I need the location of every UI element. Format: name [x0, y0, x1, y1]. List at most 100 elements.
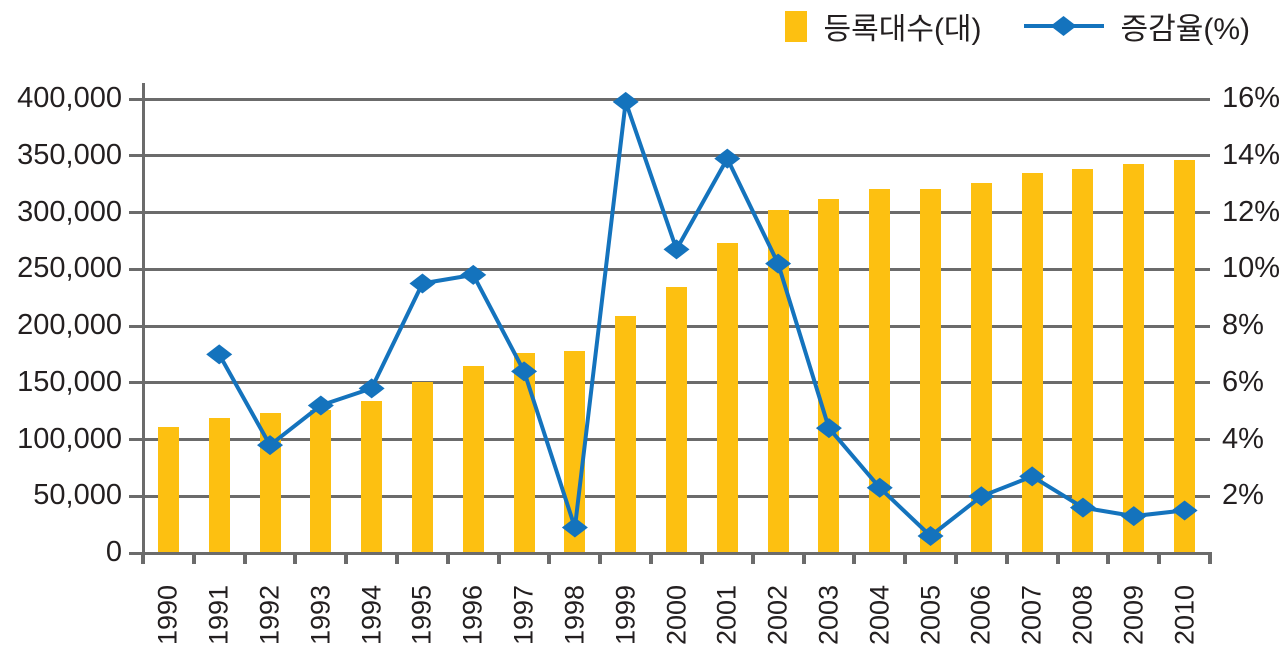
gridline — [143, 267, 1210, 271]
y-axis-tick — [129, 551, 142, 555]
x-axis-tick — [1004, 553, 1009, 564]
x-axis-tick — [1208, 553, 1212, 564]
right-axis-label: 14% — [1222, 138, 1281, 171]
x-axis-label-1998: 1998 — [559, 584, 590, 646]
x-axis-tick — [649, 553, 654, 564]
x-axis-tick — [801, 553, 806, 564]
y-axis-tick — [129, 211, 142, 214]
x-axis-tick — [598, 553, 603, 564]
bar-2000 — [666, 287, 687, 553]
right-axis-label: 16% — [1222, 82, 1281, 114]
y-axis-tick — [129, 438, 142, 441]
bar-2001 — [716, 243, 738, 553]
right-axis-label: 12% — [1222, 195, 1281, 228]
x-axis-tick — [191, 553, 196, 564]
y-axis-tick — [129, 97, 142, 101]
y-axis-label: 150,000 — [17, 365, 122, 398]
legend-label-bar-series: 등록대수(대) — [823, 13, 982, 46]
right-axis-label: 8% — [1222, 309, 1264, 341]
bar-2005 — [920, 188, 942, 553]
bar-1990 — [157, 427, 179, 553]
bar-2007 — [1021, 172, 1043, 553]
diamond-marker-icon — [663, 239, 690, 260]
x-axis-tick — [395, 553, 400, 564]
y-axis-tick — [129, 324, 142, 328]
right-axis-label: 2% — [1222, 479, 1264, 512]
x-axis-line — [141, 551, 1212, 555]
y-axis-label: 350,000 — [17, 138, 122, 171]
bar-1995 — [411, 381, 433, 553]
x-axis-label-1993: 1993 — [305, 584, 336, 646]
x-axis-label-2001: 2001 — [711, 584, 742, 646]
x-axis-label-2008: 2008 — [1067, 584, 1098, 646]
y-axis-label: 200,000 — [17, 309, 122, 341]
right-axis-label: 4% — [1222, 422, 1264, 455]
diamond-marker-icon — [612, 91, 639, 112]
x-axis-tick — [1106, 553, 1111, 564]
x-axis-tick — [953, 553, 958, 564]
y-axis-tick — [129, 381, 142, 385]
x-axis-label-2006: 2006 — [965, 584, 996, 646]
bar-1991 — [208, 417, 230, 553]
bar-1999 — [615, 315, 637, 553]
bar-1994 — [361, 400, 383, 553]
x-axis-label-2002: 2002 — [762, 584, 793, 646]
x-axis-tick — [699, 553, 704, 564]
gridline — [143, 154, 1210, 158]
bar-1996 — [462, 365, 484, 553]
x-axis-tick — [750, 553, 755, 564]
y-axis-label: 0 — [105, 536, 122, 568]
x-axis-label-1994: 1994 — [356, 584, 387, 646]
x-axis-label-1991: 1991 — [203, 584, 234, 646]
x-axis-label-2009: 2009 — [1118, 584, 1149, 646]
x-axis-tick — [903, 553, 908, 564]
legend-item-line-series: 증감율(%) — [1023, 4, 1250, 48]
x-axis-label-2004: 2004 — [864, 584, 895, 646]
y-axis-tick — [129, 267, 142, 271]
bar-2008 — [1072, 169, 1094, 553]
diamond-marker-icon — [206, 344, 233, 365]
x-axis-label-2003: 2003 — [813, 584, 844, 646]
x-axis-tick — [1055, 553, 1060, 564]
bar-swatch-icon — [784, 10, 807, 42]
x-axis-tick — [1157, 553, 1162, 564]
x-axis-label-1990: 1990 — [152, 584, 183, 646]
y-axis-label: 50,000 — [33, 479, 122, 512]
x-axis-label-1996: 1996 — [457, 584, 488, 646]
bar-1992 — [259, 413, 281, 553]
bar-2009 — [1123, 163, 1145, 553]
x-axis-tick — [242, 553, 247, 564]
gridline — [143, 211, 1210, 214]
right-axis-label: 6% — [1222, 365, 1264, 398]
x-axis-tick — [293, 553, 298, 564]
y-axis-line — [141, 83, 145, 555]
bar-2003 — [818, 198, 840, 553]
bar-1998 — [564, 350, 586, 553]
diamond-marker-icon — [714, 148, 741, 169]
bar-2010 — [1174, 160, 1196, 553]
x-axis-label-1999: 1999 — [610, 584, 641, 646]
bar-1997 — [513, 353, 535, 553]
x-axis-label-2005: 2005 — [915, 584, 946, 646]
x-axis-tick — [141, 553, 145, 564]
diamond-marker-icon — [409, 273, 436, 294]
x-axis-label-1992: 1992 — [254, 584, 285, 646]
x-axis-label-1997: 1997 — [508, 584, 539, 646]
y-axis-label: 100,000 — [17, 422, 122, 455]
line-diamond-swatch-icon — [1023, 16, 1104, 36]
bar-2006 — [970, 182, 992, 553]
y-axis-tick — [129, 154, 142, 158]
x-axis-label-2010: 2010 — [1169, 584, 1200, 646]
x-axis-tick — [496, 553, 501, 564]
x-axis-tick — [445, 553, 450, 564]
gridline — [143, 97, 1210, 101]
x-axis-label-1995: 1995 — [406, 584, 437, 646]
bar-2004 — [869, 188, 891, 553]
bar-1993 — [310, 409, 332, 553]
x-axis-tick — [852, 553, 857, 564]
x-axis-label-2000: 2000 — [661, 584, 691, 646]
legend-item-bar-series: 등록대수(대) — [784, 4, 982, 48]
legend-label-line-series: 증감율(%) — [1120, 13, 1250, 46]
x-axis-label-2007: 2007 — [1016, 584, 1047, 646]
y-axis-label: 300,000 — [17, 195, 122, 228]
